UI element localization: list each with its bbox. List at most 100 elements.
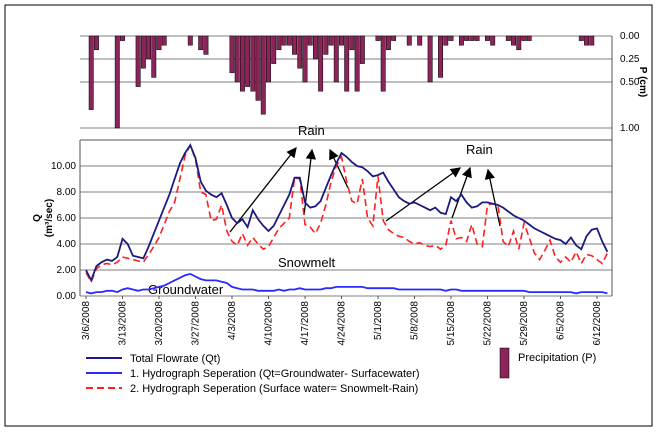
precip-bar: [521, 35, 527, 41]
y-axis-title: (m³/sec): [44, 199, 55, 237]
legend-swatch: [499, 347, 510, 379]
precip-bar: [485, 35, 490, 41]
x-tick-label: 4/24/2008: [336, 301, 347, 346]
precip-bar: [250, 35, 256, 92]
y-axis-title: Q: [32, 214, 43, 222]
x-tick-label: 5/1/2008: [373, 301, 384, 340]
precip-bar: [255, 35, 261, 101]
arrow: [484, 168, 501, 227]
precip-bar: [505, 35, 511, 41]
precip-bar: [469, 35, 475, 41]
arrow: [451, 166, 472, 219]
precip-bar: [589, 35, 595, 46]
precip-bar: [140, 35, 146, 69]
y-tick-label: 2.00: [57, 265, 77, 276]
x-tick-label: 3/6/2008: [81, 301, 92, 340]
precip-bar: [328, 35, 334, 46]
precip-bar: [245, 35, 251, 87]
precip-bar: [93, 35, 99, 51]
x-tick-label: 4/10/2008: [263, 301, 274, 346]
legend-label: 1. Hydrograph Seperation (Qt=Groundwater…: [130, 368, 420, 380]
arrows: [229, 146, 501, 233]
y2-tick-label: 0.25: [620, 54, 640, 65]
precip-bar: [359, 35, 365, 64]
x-tick-label: 5/15/2008: [446, 301, 457, 346]
precip-bar: [349, 35, 355, 51]
precip-bar: [203, 35, 209, 55]
precip-bar: [490, 35, 496, 46]
precip-bar: [276, 35, 282, 51]
precip-bar: [344, 35, 350, 92]
precip-bar: [266, 35, 271, 83]
precip-bar: [307, 35, 313, 46]
precip-bar: [380, 35, 386, 92]
precip-bar: [323, 35, 329, 55]
precip-bar: [260, 35, 266, 115]
precip-bar: [474, 35, 480, 41]
precip-bar: [120, 35, 125, 41]
annotation: Snowmelt: [278, 255, 335, 270]
precip-bar: [229, 35, 235, 74]
legend-label: Total Flowrate (Qt): [130, 353, 220, 365]
precip-bar: [88, 35, 94, 110]
precip-bar: [443, 35, 449, 46]
precip-bar: [198, 35, 204, 51]
x-tick-label: 5/29/2008: [519, 301, 530, 346]
precip-bar: [135, 35, 141, 87]
arrow: [329, 148, 349, 189]
x-tick-label: 5/22/2008: [482, 301, 493, 346]
precip-bar: [292, 35, 298, 55]
precip-bar: [464, 35, 470, 41]
precip-bar: [146, 35, 152, 60]
precip-bar: [385, 35, 391, 51]
precip-bar: [234, 35, 240, 83]
precip-bar: [161, 35, 167, 46]
legend-label: Precipitation (P): [518, 352, 596, 364]
precip-bar: [417, 35, 423, 46]
precip-bar: [427, 35, 433, 83]
precip-bar: [438, 35, 444, 78]
frame: [4, 4, 653, 427]
precip-bar: [511, 35, 516, 46]
annotation: Groundwater: [148, 282, 224, 297]
precip-bar: [458, 35, 464, 46]
x-tick-label: 6/5/2008: [555, 301, 566, 340]
precip-bar: [333, 35, 339, 83]
precip-bar: [239, 35, 245, 92]
precip-bar: [271, 35, 277, 64]
x-tick-label: 4/17/2008: [300, 301, 311, 346]
x-tick-label: 3/20/2008: [154, 301, 165, 346]
y2-tick-label: 1.00: [620, 123, 640, 134]
legend-label: 2. Hydrograph Seperation (Surface water=…: [130, 383, 418, 395]
precip-bar: [187, 35, 193, 46]
annotation: Rain: [466, 142, 493, 157]
y-tick-label: 10.00: [51, 161, 76, 172]
y2-tick-label: 0.00: [620, 31, 640, 42]
arrow: [303, 148, 317, 216]
annotation: Rain: [298, 123, 325, 138]
precip-bar: [526, 35, 532, 41]
y-tick-label: 4.00: [57, 239, 77, 250]
precip-bar: [318, 35, 324, 92]
precip-bar: [391, 35, 397, 41]
x-tick-label: 5/8/2008: [409, 301, 420, 340]
precip-bar: [516, 35, 522, 51]
series-line: [85, 143, 609, 284]
precip-bar: [281, 35, 287, 46]
precip-bar: [312, 35, 318, 60]
y-tick-label: 8.00: [57, 187, 77, 198]
precip-bar: [286, 35, 292, 46]
precip-bar: [448, 35, 454, 41]
y2-axis-title: P (cm): [637, 67, 648, 97]
x-tick-label: 6/12/2008: [592, 301, 603, 346]
x-tick-label: 3/27/2008: [190, 301, 201, 346]
precip-bar: [297, 35, 303, 69]
precip-bar: [339, 35, 344, 46]
precip-bar: [302, 35, 308, 83]
y2-tick-label: 0.50: [620, 77, 640, 88]
precip-bar: [375, 35, 381, 41]
arrow: [229, 146, 297, 233]
precip-bar: [114, 35, 120, 129]
x-tick-label: 4/3/2008: [227, 301, 238, 340]
